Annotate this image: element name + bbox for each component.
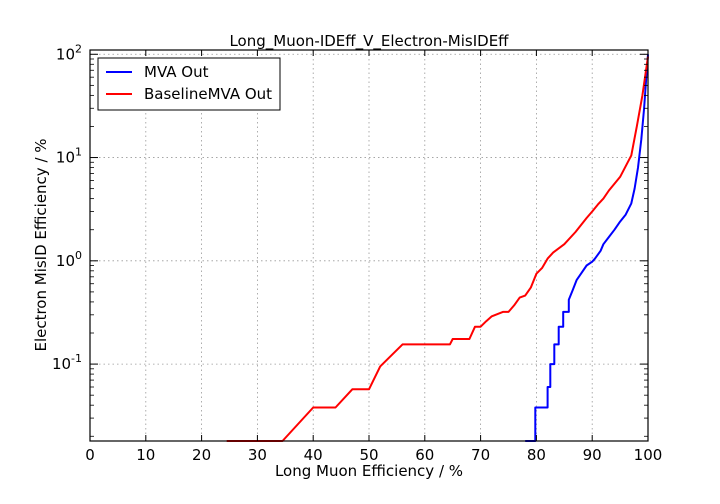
series-line-baselinemva-out <box>226 56 649 442</box>
x-tick-label: 80 <box>527 446 546 464</box>
y-tick-label: 102 <box>56 42 82 63</box>
y-tick-label: 10-1 <box>52 352 82 373</box>
axis-ticks: 0 10 20 30 40 50 60 70 80 90 100 10-1 100 101 102 <box>52 42 662 464</box>
series-line-mva-out <box>525 54 649 442</box>
x-tick-label: 60 <box>415 446 434 464</box>
x-tick-label: 0 <box>85 446 95 464</box>
y-tick-label: 101 <box>56 146 82 167</box>
legend-label-mva-out: MVA Out <box>144 63 209 81</box>
series-lines <box>226 54 649 442</box>
x-tick-label: 100 <box>634 446 663 464</box>
legend-label-baselinemva-out: BaselineMVA Out <box>144 85 272 103</box>
y-tick-label: 100 <box>56 249 82 270</box>
legend-frame <box>97 57 281 111</box>
x-tick-label: 40 <box>304 446 323 464</box>
x-tick-label: 90 <box>583 446 602 464</box>
legend: MVA Out BaselineMVA Out <box>97 57 281 111</box>
x-axis-label: Long Muon Efficiency / % <box>275 462 463 480</box>
x-tick-label: 50 <box>359 446 378 464</box>
x-tick-label: 10 <box>136 446 155 464</box>
x-tick-label: 30 <box>248 446 267 464</box>
y-axis-label: Electron MisID Efficiency / % <box>32 138 50 351</box>
chart-title: Long_Muon-IDEff_V_Electron-MisIDEff <box>229 32 509 51</box>
x-tick-label: 70 <box>471 446 490 464</box>
x-tick-label: 20 <box>192 446 211 464</box>
